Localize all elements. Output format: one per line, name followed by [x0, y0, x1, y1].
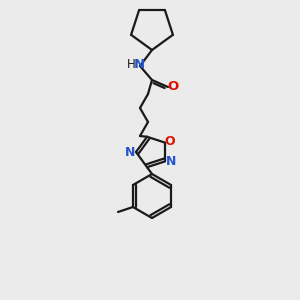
Text: N: N	[166, 155, 176, 168]
Text: O: O	[165, 135, 175, 148]
Text: H: H	[127, 58, 135, 70]
Text: N: N	[134, 58, 145, 70]
Text: N: N	[125, 146, 135, 158]
Text: O: O	[167, 80, 178, 92]
